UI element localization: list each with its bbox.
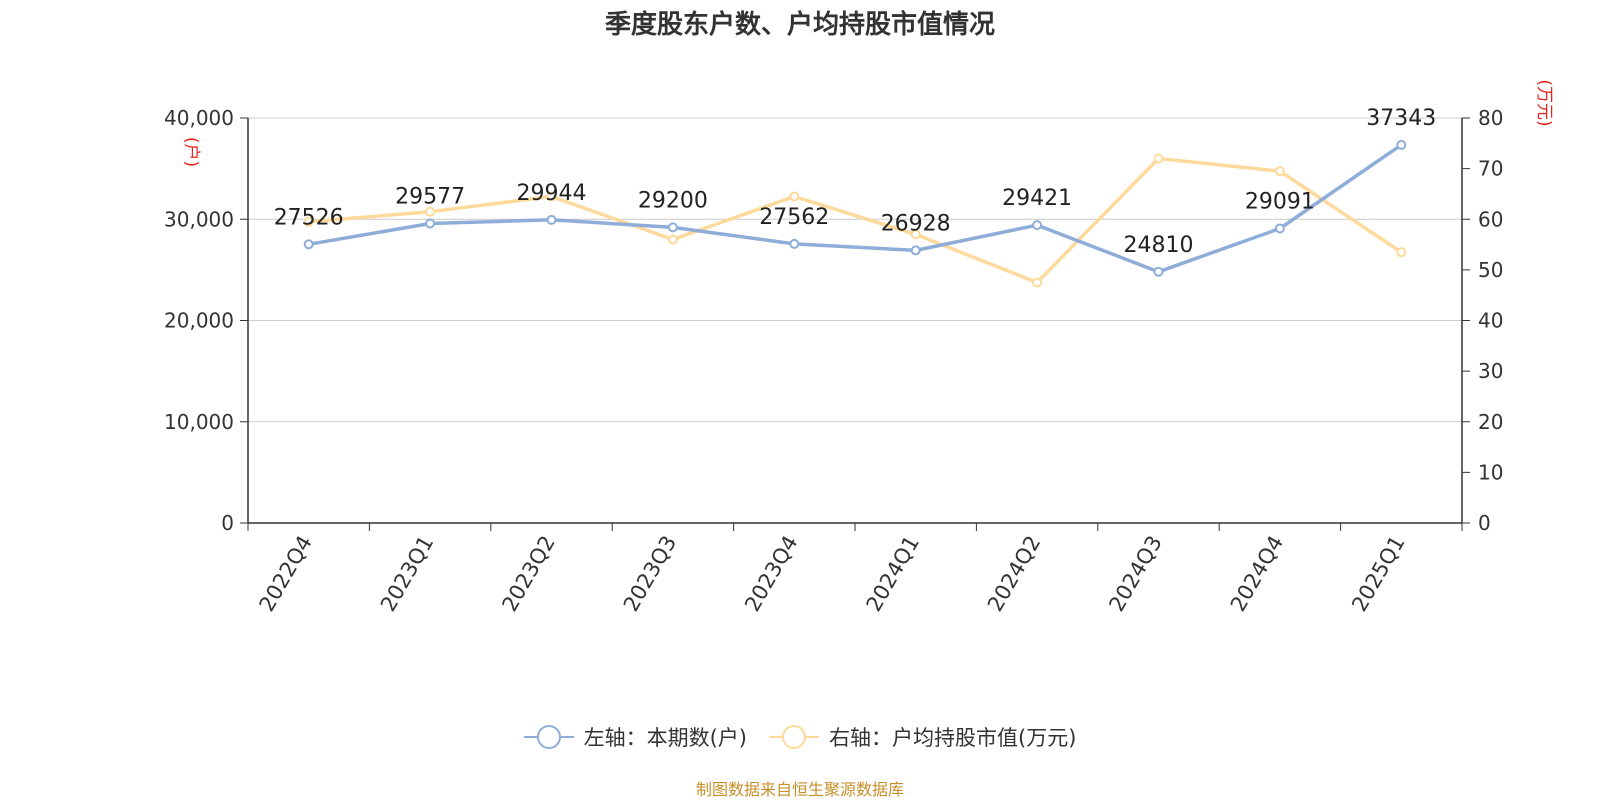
legend-label-right: 右轴：户均持股市值(万元)	[829, 726, 1077, 750]
x-axis-tick-label: 2023Q1	[376, 532, 438, 616]
x-axis-tick-label: 2025Q1	[1347, 532, 1409, 616]
chart-title: 季度股东户数、户均持股市值情况	[604, 10, 995, 40]
data-label: 24810	[1124, 233, 1194, 258]
right-axis-tick-label: 30	[1478, 359, 1503, 383]
data-point-left	[425, 218, 436, 229]
data-point-left	[667, 222, 678, 233]
left-axis-tick-label: 30,000	[164, 207, 234, 231]
left-axis-tick-label: 10,000	[164, 410, 234, 434]
data-label: 26928	[881, 211, 951, 236]
legend-label-left: 左轴：本期数(户)	[583, 726, 747, 750]
right-axis-tick-label: 40	[1478, 309, 1503, 333]
data-point-right	[1396, 247, 1407, 258]
data-point-right	[1032, 277, 1043, 288]
series-line-left	[308, 143, 1403, 274]
data-point-left	[1032, 220, 1043, 231]
data-label: 29421	[1002, 186, 1072, 211]
left-axis-unit: (户)	[181, 137, 201, 167]
series-line-right	[308, 156, 1403, 285]
data-label: 29200	[638, 188, 708, 213]
x-axis-tick-label: 2023Q2	[497, 532, 559, 616]
right-axis-tick-label: 60	[1478, 207, 1503, 231]
x-axis-tick-label: 2023Q3	[619, 532, 681, 616]
right-axis-tick-label: 0	[1478, 511, 1491, 535]
data-point-right	[910, 229, 921, 240]
data-point-right	[546, 191, 557, 202]
data-point-right	[425, 206, 436, 217]
data-point-left	[1396, 139, 1407, 150]
data-point-left	[1153, 266, 1164, 277]
data-label: 27526	[274, 205, 344, 230]
right-axis-tick-label: 10	[1478, 460, 1503, 484]
data-label: 29577	[395, 185, 465, 210]
data-point-right	[1274, 166, 1285, 177]
data-label: 37343	[1366, 106, 1436, 131]
right-axis-tick-label: 20	[1478, 410, 1503, 434]
data-label: 29944	[517, 181, 587, 206]
data-point-right	[667, 234, 678, 245]
data-point-right	[1153, 153, 1164, 164]
right-axis-tick-label: 80	[1478, 106, 1503, 130]
x-axis-tick-label: 2024Q2	[983, 532, 1045, 616]
data-label: 27562	[759, 205, 829, 230]
legend-swatch-left	[523, 725, 574, 749]
legend-item-right[interactable]: 右轴：户均持股市值(万元)	[769, 722, 1076, 752]
data-label: 29091	[1245, 189, 1315, 214]
data-point-left	[789, 238, 800, 249]
x-axis-tick-label: 2024Q4	[1226, 532, 1288, 616]
left-axis-tick-label: 20,000	[164, 309, 234, 333]
data-point-left	[910, 245, 921, 256]
data-point-left	[546, 214, 557, 225]
right-axis-tick-label: 50	[1478, 258, 1503, 282]
left-axis-tick-label: 40,000	[164, 106, 234, 130]
x-axis-tick-label: 2024Q1	[862, 532, 924, 616]
x-axis-tick-label: 2024Q3	[1104, 532, 1166, 616]
right-axis-unit: (万元)	[1534, 79, 1554, 126]
data-point-right	[789, 191, 800, 202]
source-note: 制图数据来自恒生聚源数据库	[695, 780, 904, 799]
legend-swatch-right	[769, 725, 819, 749]
x-axis-tick-label: 2022Q4	[255, 532, 317, 616]
legend: 左轴：本期数(户) 右轴：户均持股市值(万元)	[0, 722, 1600, 752]
legend-item-left[interactable]: 左轴：本期数(户)	[523, 722, 747, 752]
data-point-left	[1274, 223, 1285, 234]
left-axis-tick-label: 0	[221, 511, 234, 535]
x-axis-tick-label: 2023Q4	[740, 532, 802, 616]
right-axis-tick-label: 70	[1478, 157, 1503, 181]
data-point-left	[303, 239, 314, 250]
data-point-right	[303, 216, 314, 227]
